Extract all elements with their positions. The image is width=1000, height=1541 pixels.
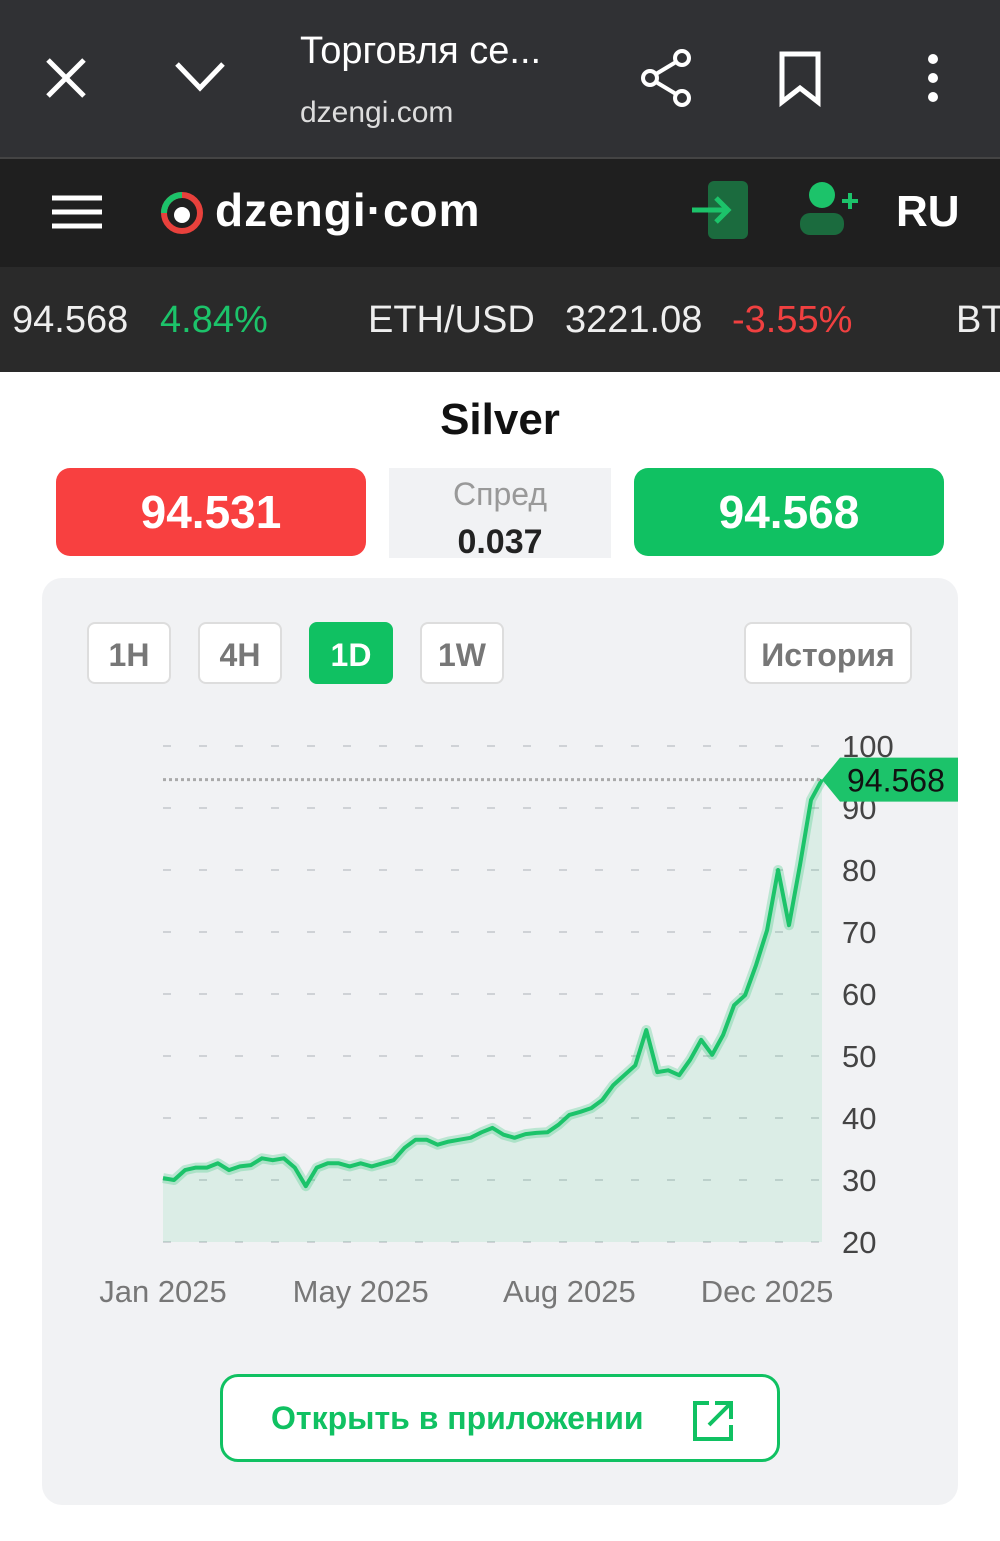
ticker: 94.568 4.84% ETH/USD 3221.08 -3.55% BT	[0, 267, 1000, 372]
ticker-symbol: ETH/USD	[368, 299, 535, 341]
buy-button[interactable]: 94.568	[634, 468, 944, 556]
page-url: dzengi.com	[300, 96, 454, 129]
y-tick-label: 20	[842, 1225, 876, 1260]
history-button[interactable]: История	[744, 622, 912, 684]
language[interactable]: RU	[896, 187, 960, 236]
chart-card	[42, 578, 958, 1505]
spread-value: 0.037	[457, 523, 543, 561]
logo-text[interactable]: dzengi·com	[215, 184, 481, 236]
area	[163, 779, 822, 1242]
y-tick-label: 70	[842, 915, 876, 950]
y-tick-label: 60	[842, 977, 876, 1012]
hamburger-icon[interactable]	[52, 195, 102, 229]
page-title: Торговля се...	[300, 30, 542, 72]
register-icon[interactable]	[800, 181, 858, 235]
ticker-price: 94.568	[12, 299, 129, 341]
ticker-change: 4.84%	[160, 299, 268, 341]
current-price-label: 94.568	[847, 763, 945, 799]
timeframe-button[interactable]: 1W	[420, 622, 504, 684]
open-app-button[interactable]: Открыть в приложении	[220, 1374, 780, 1462]
browser-bar: Торговля се... dzengi.com	[0, 0, 1000, 157]
spread-label: Спред	[453, 476, 547, 512]
x-tick-label: Jan 2025	[99, 1274, 227, 1309]
collapse-icon[interactable]	[175, 60, 225, 92]
close-icon[interactable]	[40, 52, 86, 98]
open-app-label: Открыть в приложении	[271, 1400, 644, 1436]
share-icon[interactable]	[640, 49, 691, 107]
y-tick-label: 80	[842, 853, 876, 888]
spread-box: Спред 0.037	[389, 468, 611, 561]
instrument-name: Silver	[440, 395, 560, 444]
line	[162, 778, 824, 1189]
site-header: dzengi·com RU	[0, 157, 1000, 267]
bookmark-icon[interactable]	[779, 51, 821, 108]
login-icon[interactable]	[692, 181, 748, 239]
x-tick-label: Dec 2025	[701, 1274, 834, 1309]
menu-icon[interactable]	[925, 54, 938, 102]
x-tick-label: Aug 2025	[503, 1274, 636, 1309]
logo-icon	[161, 192, 203, 234]
x-tick-label: May 2025	[293, 1274, 429, 1309]
y-tick-label: 30	[842, 1163, 876, 1198]
timeframe-button[interactable]: 1D	[309, 622, 393, 684]
sell-button[interactable]: 94.531	[56, 468, 366, 556]
ticker-price: 3221.08	[565, 299, 703, 341]
ticker-symbol: BT	[956, 299, 1000, 341]
current-price-tag	[822, 757, 958, 802]
external-link-icon	[693, 1401, 733, 1441]
timeframe-button[interactable]: 4H	[198, 622, 282, 684]
y-tick-label: 40	[842, 1101, 876, 1136]
ticker-change: -3.55%	[732, 299, 853, 341]
timeframe-button[interactable]: 1H	[87, 622, 171, 684]
y-tick-label: 50	[842, 1039, 876, 1074]
